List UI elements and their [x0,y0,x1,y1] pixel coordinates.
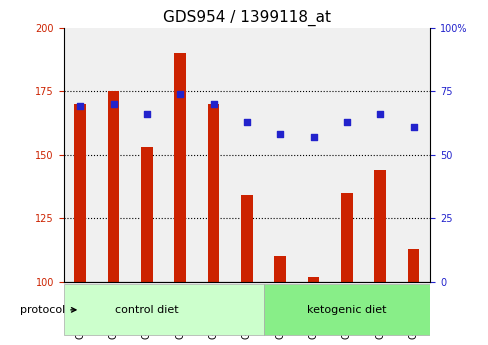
Point [309,134,317,140]
Point [376,111,384,117]
Text: control diet: control diet [115,305,179,315]
Point [276,131,284,137]
Point [343,119,350,124]
Bar [274,256,285,282]
Bar [230,28,263,282]
Bar [263,28,296,282]
Bar [97,28,130,282]
FancyBboxPatch shape [63,285,263,335]
Bar [329,28,363,282]
Bar [374,170,386,282]
Point [176,91,184,96]
Point [409,124,417,129]
Point [142,111,150,117]
Bar [74,104,86,282]
Bar [130,28,163,282]
Bar [63,28,97,282]
Bar [197,28,230,282]
Title: GDS954 / 1399118_at: GDS954 / 1399118_at [163,10,330,26]
Point [209,101,217,107]
FancyBboxPatch shape [263,285,429,335]
Text: ketogenic diet: ketogenic diet [306,305,386,315]
Bar [141,147,152,282]
Bar [407,249,419,282]
Text: protocol: protocol [20,305,76,315]
Bar [163,28,197,282]
Bar [207,104,219,282]
Bar [174,53,186,282]
Point [243,119,250,124]
Bar [396,28,429,282]
Bar [363,28,396,282]
Bar [107,91,119,282]
Bar [307,277,319,282]
Bar [341,193,352,282]
Bar [296,28,329,282]
Bar [241,195,252,282]
Point [109,101,117,107]
Point [76,104,84,109]
